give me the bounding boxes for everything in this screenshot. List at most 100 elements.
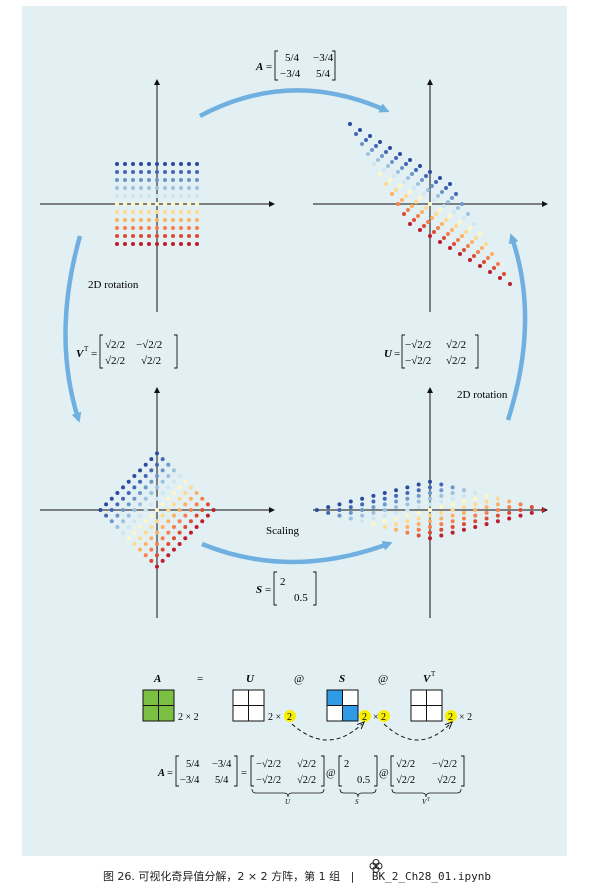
svg-text:=: =	[91, 348, 97, 360]
data-point	[394, 527, 399, 532]
data-point	[402, 212, 406, 216]
data-point	[171, 502, 176, 507]
data-point	[115, 162, 119, 166]
data-point	[422, 192, 426, 196]
data-point	[187, 162, 191, 166]
data-point	[498, 276, 502, 280]
data-point	[439, 533, 444, 538]
data-point	[132, 530, 137, 535]
data-point	[474, 236, 478, 240]
data-point	[484, 242, 488, 246]
data-point	[147, 218, 151, 222]
arrow-VT	[63, 235, 83, 423]
data-point	[187, 194, 191, 198]
data-point	[139, 178, 143, 182]
data-point	[149, 524, 154, 529]
data-point	[388, 146, 392, 150]
data-point	[490, 252, 494, 256]
data-point	[434, 212, 438, 216]
data-point	[416, 214, 420, 218]
svg-text:=: =	[241, 768, 247, 779]
data-point	[155, 202, 159, 206]
data-point	[378, 140, 382, 144]
data-point	[179, 242, 183, 246]
matrix-A: A = 5/4 −3/4 −3/4 5/4	[255, 50, 336, 81]
data-point	[139, 170, 143, 174]
data-point	[163, 202, 167, 206]
svg-text:√2/2: √2/2	[297, 758, 316, 770]
data-point	[432, 230, 436, 234]
data-point	[195, 170, 199, 174]
data-point	[149, 479, 154, 484]
data-point	[507, 516, 512, 521]
data-point	[177, 496, 182, 501]
caption-file[interactable]: BK_2_Ch28_01.ipynb	[371, 870, 492, 883]
data-point	[428, 234, 432, 238]
label-2d-rotation-2: 2D rotation	[457, 389, 508, 401]
data-point	[163, 242, 167, 246]
svg-text:2: 2	[344, 759, 349, 770]
svg-text:√2/2: √2/2	[105, 339, 125, 351]
data-point	[462, 216, 466, 220]
data-point	[160, 547, 165, 552]
data-point	[205, 513, 210, 518]
data-point	[123, 226, 127, 230]
data-point	[177, 541, 182, 546]
data-point	[143, 462, 148, 467]
data-point	[143, 519, 148, 524]
data-point	[115, 218, 119, 222]
data-point	[495, 519, 500, 524]
data-point	[384, 150, 388, 154]
data-point	[450, 496, 455, 501]
data-point	[450, 513, 455, 518]
label-scaling: Scaling	[266, 525, 299, 537]
axes-rotated	[40, 387, 275, 618]
data-point	[139, 210, 143, 214]
data-point	[143, 553, 148, 558]
data-point	[171, 491, 176, 496]
data-point	[394, 493, 399, 498]
data-point	[115, 502, 120, 507]
data-point	[458, 220, 462, 224]
data-point	[138, 468, 143, 473]
data-point	[188, 519, 193, 524]
data-point	[126, 491, 131, 496]
data-point	[132, 485, 137, 490]
data-point	[188, 508, 193, 512]
data-point	[382, 524, 387, 529]
dim-match-arc-2	[383, 724, 450, 741]
data-point	[529, 505, 534, 510]
dim-U-hl: 2	[287, 712, 292, 723]
data-point	[508, 282, 512, 286]
dim-VT-hl: 2	[448, 712, 453, 723]
data-point	[147, 210, 151, 214]
data-point	[138, 536, 143, 541]
data-point	[147, 194, 151, 198]
data-point	[132, 474, 137, 479]
data-point	[428, 502, 432, 507]
svg-text:A: A	[255, 61, 263, 73]
data-point	[424, 174, 428, 178]
data-point	[405, 485, 410, 490]
dim-S-highlight-1	[359, 710, 371, 722]
data-point	[454, 192, 458, 196]
data-point	[371, 510, 376, 515]
data-point	[126, 524, 131, 529]
data-point	[155, 218, 159, 222]
data-point	[115, 513, 120, 518]
data-point	[470, 240, 474, 244]
data-point	[121, 519, 126, 524]
data-point	[428, 491, 432, 496]
data-point	[155, 242, 159, 246]
data-point	[444, 218, 448, 222]
data-point	[495, 496, 500, 501]
data-point	[418, 164, 422, 168]
svg-text:=: =	[167, 768, 173, 779]
data-point	[380, 154, 384, 158]
data-point	[400, 198, 404, 202]
data-point	[518, 502, 523, 507]
data-point	[104, 502, 109, 507]
data-point	[472, 222, 476, 226]
data-point	[187, 178, 191, 182]
data-point	[131, 178, 135, 182]
